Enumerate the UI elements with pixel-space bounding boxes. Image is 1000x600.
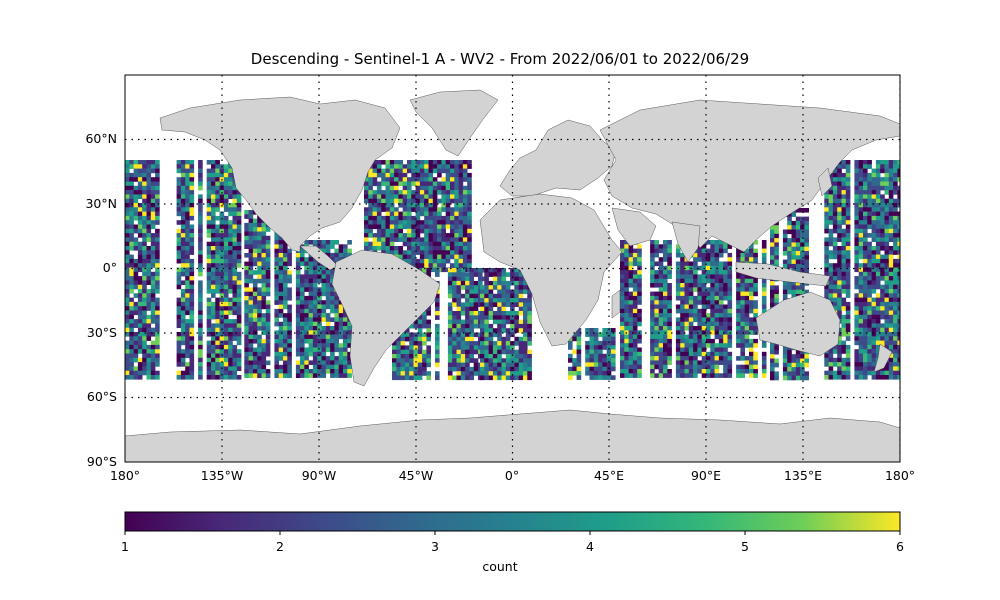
land-masses xyxy=(125,89,900,462)
lat-label-30s: 30°S xyxy=(86,325,117,340)
colorbar-tick-3: 3 xyxy=(431,539,439,554)
colorbar-tick-4: 4 xyxy=(586,539,594,554)
map-plot-area xyxy=(125,75,900,462)
land-indonesia xyxy=(735,261,831,287)
lat-label-90s: 90°S xyxy=(86,454,117,469)
land-south-america xyxy=(331,249,441,387)
land-greenland xyxy=(409,89,499,157)
land-north-america xyxy=(159,96,401,253)
lon-label-180e: 180° xyxy=(884,468,916,483)
lon-label-45w: 45°W xyxy=(398,468,434,483)
map-title: Descending - Sentinel-1 A - WV2 - From 2… xyxy=(250,50,750,68)
colorbar-tick-1: 1 xyxy=(121,539,129,554)
colorbar-ticks xyxy=(124,531,901,535)
land-antarctica xyxy=(125,409,900,462)
lat-label-0: 0° xyxy=(102,260,117,275)
lon-label-90w: 90°W xyxy=(301,468,337,483)
colorbar-tick-5: 5 xyxy=(741,539,749,554)
colorbar-tick-6: 6 xyxy=(896,539,904,554)
lon-label-0: 0° xyxy=(504,468,520,483)
land-asia xyxy=(599,99,900,253)
lat-label-60n: 60°N xyxy=(85,131,117,146)
land-india xyxy=(671,221,701,263)
land-japan xyxy=(817,167,833,197)
lon-label-135w: 135°W xyxy=(200,468,244,483)
lat-label-60s: 60°S xyxy=(86,389,117,404)
land-arabia xyxy=(611,207,657,247)
lat-label-30n: 30°N xyxy=(85,196,117,211)
land-africa xyxy=(479,193,623,347)
colorbar-tick-2: 2 xyxy=(276,539,284,554)
colorbar-label: count xyxy=(482,559,518,574)
map-frame xyxy=(124,74,901,463)
lon-label-45e: 45°E xyxy=(593,468,625,483)
lon-label-90e: 90°E xyxy=(690,468,722,483)
lon-label-135e: 135°E xyxy=(783,468,822,483)
land-australia xyxy=(755,291,841,357)
lon-label-180w: 180° xyxy=(109,468,141,483)
land-madagascar xyxy=(611,289,621,319)
land-new-zealand xyxy=(873,343,893,373)
colorbar xyxy=(124,511,901,532)
